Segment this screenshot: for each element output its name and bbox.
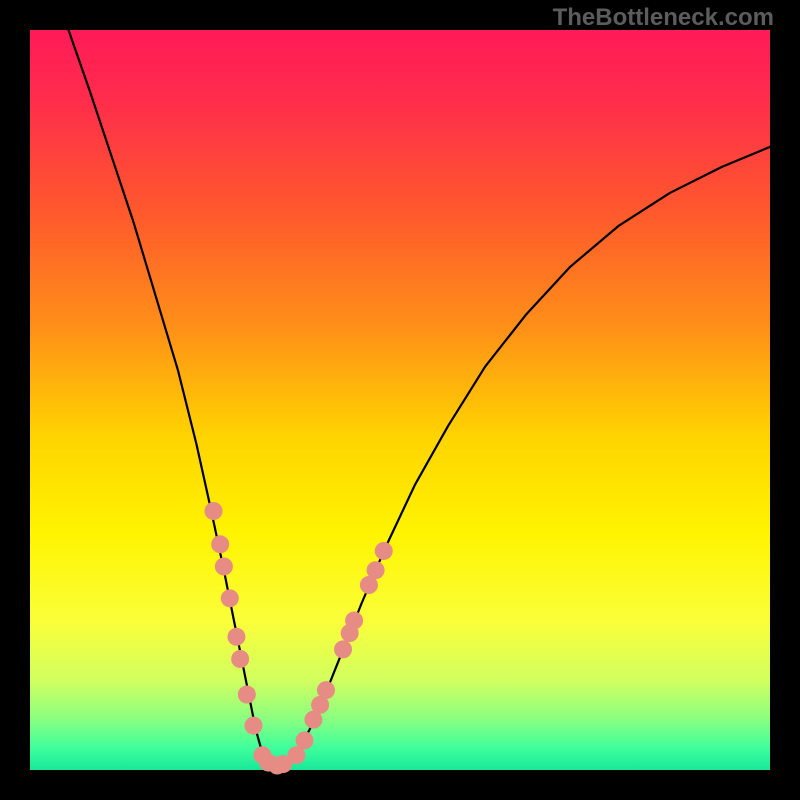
data-marker [238,686,256,704]
data-marker [205,502,223,520]
chart-container: TheBottleneck.com [0,0,800,800]
data-marker [215,558,233,576]
data-marker [334,640,352,658]
data-marker [211,535,229,553]
data-marker [375,542,393,560]
data-marker [345,612,363,630]
data-marker [227,628,245,646]
data-marker [221,589,239,607]
data-marker [231,650,249,668]
bottleneck-curve [68,30,770,766]
data-marker [296,731,314,749]
data-marker [317,681,335,699]
svg-layer [0,0,800,800]
data-marker [367,561,385,579]
data-marker [244,717,262,735]
watermark-text: TheBottleneck.com [553,4,774,32]
